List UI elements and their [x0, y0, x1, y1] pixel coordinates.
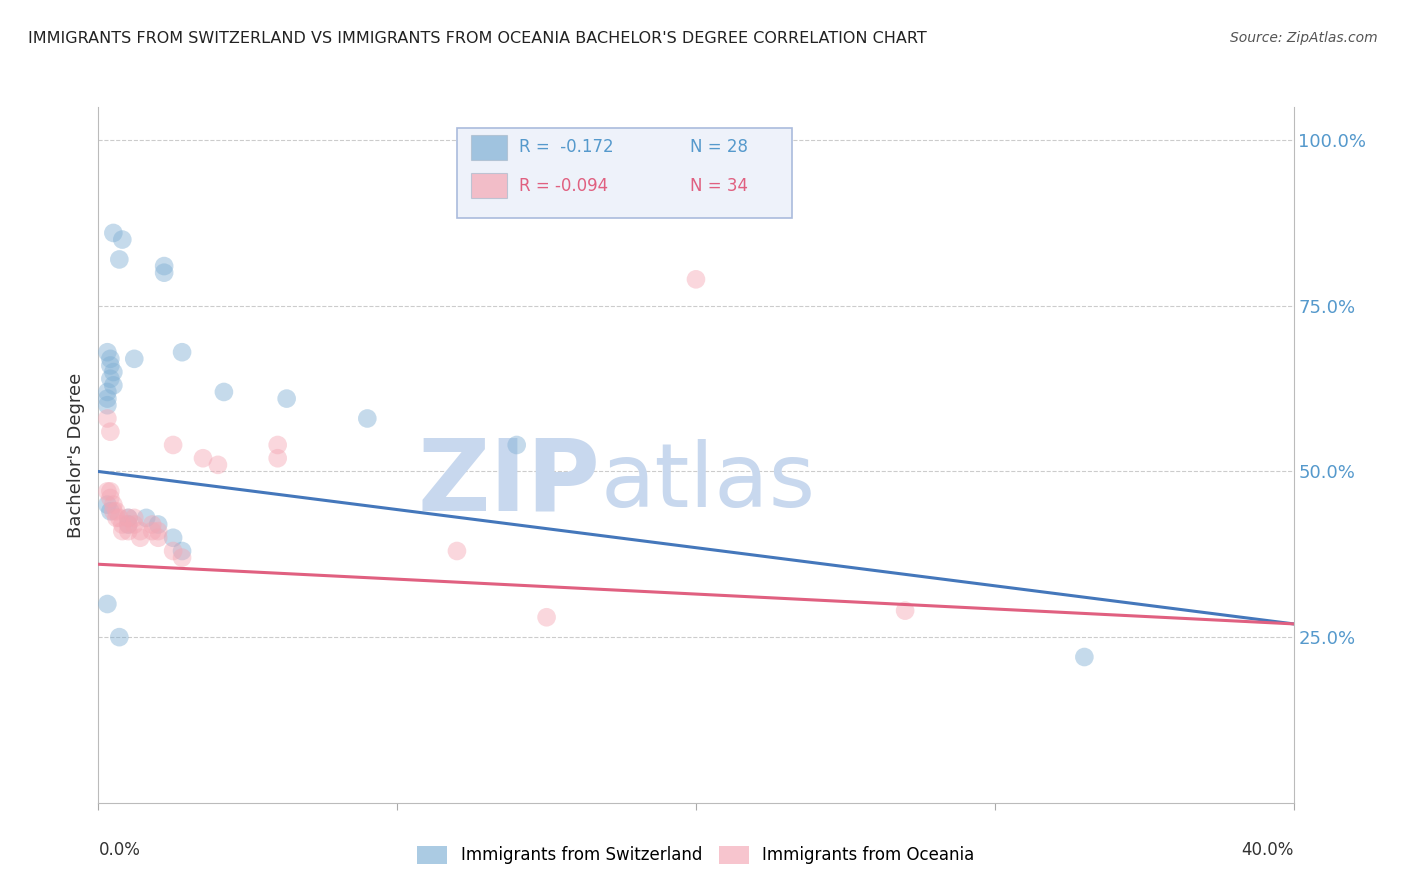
Point — [103, 365, 125, 379]
Point — [96, 392, 118, 406]
Point — [100, 491, 122, 505]
Y-axis label: Bachelor's Degree: Bachelor's Degree — [66, 372, 84, 538]
Point — [111, 524, 134, 538]
Point — [356, 411, 378, 425]
Point — [117, 511, 139, 525]
Point — [172, 345, 194, 359]
Point — [100, 425, 122, 439]
Point — [153, 259, 176, 273]
Point — [103, 378, 125, 392]
Point — [267, 451, 290, 466]
Point — [105, 511, 128, 525]
Text: N = 28: N = 28 — [690, 138, 748, 156]
Point — [153, 266, 176, 280]
Point — [103, 498, 125, 512]
Point — [96, 398, 118, 412]
Point — [100, 484, 122, 499]
Text: 0.0%: 0.0% — [98, 841, 141, 859]
Point — [100, 351, 122, 366]
Text: R = -0.094: R = -0.094 — [519, 177, 609, 194]
FancyBboxPatch shape — [471, 135, 508, 160]
Point — [96, 384, 118, 399]
Point — [103, 226, 125, 240]
Point — [172, 550, 194, 565]
Point — [148, 517, 170, 532]
Point — [117, 511, 139, 525]
Point — [446, 544, 468, 558]
Point — [100, 359, 122, 373]
Text: IMMIGRANTS FROM SWITZERLAND VS IMMIGRANTS FROM OCEANIA BACHELOR'S DEGREE CORRELA: IMMIGRANTS FROM SWITZERLAND VS IMMIGRANT… — [28, 31, 927, 46]
Point — [108, 511, 131, 525]
Point — [141, 517, 163, 532]
Point — [1073, 650, 1095, 665]
Text: ZIP: ZIP — [418, 434, 600, 532]
Point — [536, 610, 558, 624]
Point — [124, 517, 146, 532]
Text: Source: ZipAtlas.com: Source: ZipAtlas.com — [1230, 31, 1378, 45]
Point — [148, 531, 170, 545]
Point — [162, 544, 184, 558]
Text: R =  -0.172: R = -0.172 — [519, 138, 614, 156]
Point — [105, 504, 128, 518]
Point — [117, 517, 139, 532]
Text: atlas: atlas — [600, 439, 815, 526]
Point — [96, 345, 118, 359]
FancyBboxPatch shape — [471, 173, 508, 198]
Point — [96, 411, 118, 425]
Point — [129, 531, 152, 545]
Point — [96, 498, 118, 512]
Point — [96, 484, 118, 499]
Point — [191, 451, 214, 466]
Point — [124, 511, 146, 525]
Point — [96, 597, 118, 611]
Point — [276, 392, 298, 406]
Point — [108, 252, 131, 267]
Point — [172, 544, 194, 558]
Point — [162, 438, 184, 452]
FancyBboxPatch shape — [457, 128, 792, 219]
Point — [100, 372, 122, 386]
Point — [117, 517, 139, 532]
Point — [108, 630, 131, 644]
Point — [267, 438, 290, 452]
Point — [100, 504, 122, 518]
Point — [141, 524, 163, 538]
Text: N = 34: N = 34 — [690, 177, 748, 194]
Point — [135, 511, 157, 525]
Point — [894, 604, 917, 618]
Point — [207, 458, 229, 472]
Point — [117, 524, 139, 538]
Point — [162, 531, 184, 545]
Point — [111, 517, 134, 532]
Point — [506, 438, 529, 452]
Point — [103, 504, 125, 518]
Legend: Immigrants from Switzerland, Immigrants from Oceania: Immigrants from Switzerland, Immigrants … — [411, 839, 981, 871]
Point — [212, 384, 235, 399]
Point — [111, 233, 134, 247]
Text: 40.0%: 40.0% — [1241, 841, 1294, 859]
Point — [124, 351, 146, 366]
Point — [148, 524, 170, 538]
Point — [129, 524, 152, 538]
Point — [685, 272, 707, 286]
Point — [685, 186, 707, 201]
